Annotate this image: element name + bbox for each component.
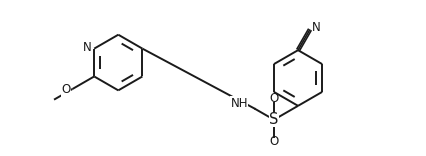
Text: S: S bbox=[269, 112, 279, 127]
Text: O: O bbox=[269, 135, 279, 148]
Text: O: O bbox=[269, 92, 279, 105]
Text: NH: NH bbox=[230, 97, 248, 110]
Text: O: O bbox=[62, 83, 71, 96]
Text: N: N bbox=[312, 21, 321, 34]
Text: N: N bbox=[83, 41, 92, 54]
